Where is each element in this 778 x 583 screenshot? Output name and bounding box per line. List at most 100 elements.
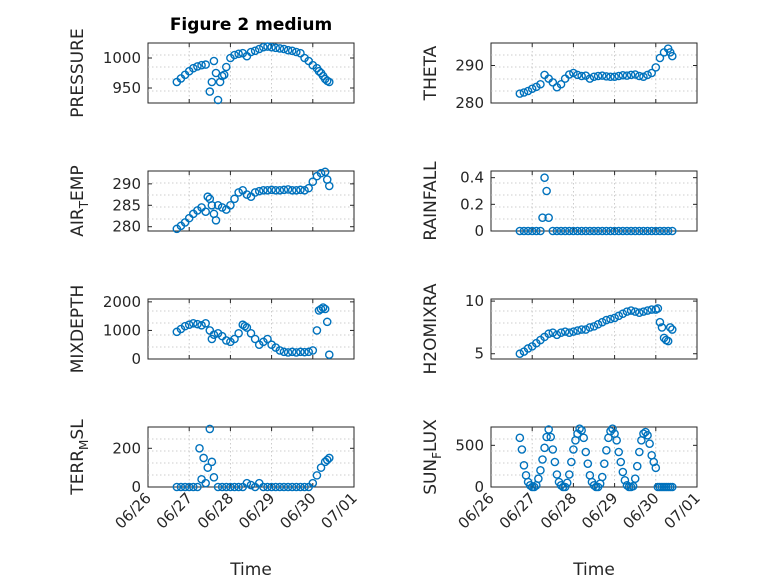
data-point: [597, 71, 607, 80]
data-point: [569, 445, 578, 454]
data-point: [602, 446, 611, 455]
y-tick-label: 0: [131, 478, 141, 496]
data-point: [564, 226, 574, 236]
data-point: [523, 226, 533, 236]
data-point: [267, 185, 276, 195]
data-point: [569, 327, 578, 336]
data-point: [597, 226, 607, 236]
data-point: [600, 459, 609, 468]
data-point: [209, 330, 219, 340]
data-point: [322, 317, 332, 327]
data-point: [639, 307, 648, 316]
data-point: [581, 325, 591, 334]
data-point: [635, 226, 644, 236]
data-point: [318, 303, 328, 312]
data-point: [207, 334, 217, 344]
data-point: [560, 226, 570, 236]
data-point: [221, 62, 231, 72]
data-point: [635, 308, 644, 317]
data-point: [593, 71, 603, 81]
data-point: [548, 328, 558, 337]
data-point: [184, 320, 194, 330]
data-point: [622, 481, 632, 490]
data-point: [542, 186, 551, 196]
data-point: [602, 72, 611, 81]
y-tick-label: 200: [112, 439, 141, 457]
data-point: [546, 432, 556, 442]
data-point: [525, 481, 535, 490]
data-point: [618, 309, 628, 319]
data-point: [230, 50, 239, 60]
y-tick-label: 280: [112, 218, 141, 236]
data-point: [639, 429, 648, 438]
data-point: [221, 336, 231, 345]
data-point: [203, 463, 213, 472]
data-point: [263, 482, 272, 492]
data-point: [193, 319, 202, 329]
data-point: [203, 192, 213, 202]
mixdepth-axes: 0 1000 2000 MIXDEPTH: [68, 285, 355, 374]
data-point: [552, 330, 562, 340]
data-point: [287, 482, 297, 492]
data-point: [552, 226, 562, 236]
data-point: [201, 478, 210, 488]
y-axis-label: THETA: [421, 45, 441, 101]
y-axis-label: SUNFLUX: [421, 419, 444, 495]
data-point: [657, 323, 667, 332]
pressure-axes: 950 1000 PRESSURE: [68, 28, 355, 118]
data-point: [242, 323, 252, 332]
data-point: [649, 457, 659, 467]
data-point: [515, 433, 525, 443]
data-point: [283, 185, 293, 194]
data-point: [275, 346, 285, 355]
data-point: [659, 226, 669, 236]
data-point: [575, 424, 584, 433]
data-point: [221, 482, 231, 492]
data-point: [324, 350, 334, 360]
data-point: [176, 482, 186, 492]
data-point: [234, 328, 243, 338]
data-point: [296, 347, 305, 357]
data-point: [564, 328, 574, 337]
data-point: [259, 482, 268, 492]
data-point: [246, 480, 256, 490]
data-point: [585, 323, 595, 332]
data-point: [606, 314, 615, 324]
y-axis-label: PRESSURE: [68, 28, 88, 117]
data-point: [564, 470, 574, 479]
x-tick-label: 06/28: [537, 489, 580, 532]
y-axis-label: MIXDEPTH: [68, 285, 88, 374]
data-point: [230, 194, 239, 204]
data-point: [589, 72, 599, 82]
data-point: [536, 79, 545, 89]
data-point: [308, 346, 318, 355]
data-point: [581, 226, 591, 236]
data-point: [292, 482, 301, 492]
data-point: [655, 317, 665, 327]
data-point: [287, 185, 297, 195]
data-point: [651, 226, 661, 236]
data-point: [189, 318, 198, 328]
data-point: [283, 45, 293, 55]
data-point: [628, 481, 638, 491]
data-point: [292, 47, 301, 57]
data-point: [195, 443, 204, 453]
data-point: [647, 305, 656, 314]
data-point: [515, 226, 525, 236]
data-point: [556, 328, 566, 337]
x-axis-label-left: Time: [229, 560, 272, 580]
data-point: [529, 482, 539, 492]
y-tick-label: 950: [112, 79, 141, 97]
data-point: [201, 207, 210, 217]
data-point: [630, 70, 640, 79]
data-point: [655, 53, 665, 63]
data-point: [655, 226, 665, 236]
data-point: [540, 173, 549, 182]
data-point: [219, 70, 229, 80]
data-point: [201, 318, 210, 328]
data-point: [552, 470, 562, 479]
data-point: [519, 226, 529, 236]
data-point: [300, 482, 309, 492]
data-point: [630, 307, 640, 316]
data-point: [197, 60, 206, 70]
